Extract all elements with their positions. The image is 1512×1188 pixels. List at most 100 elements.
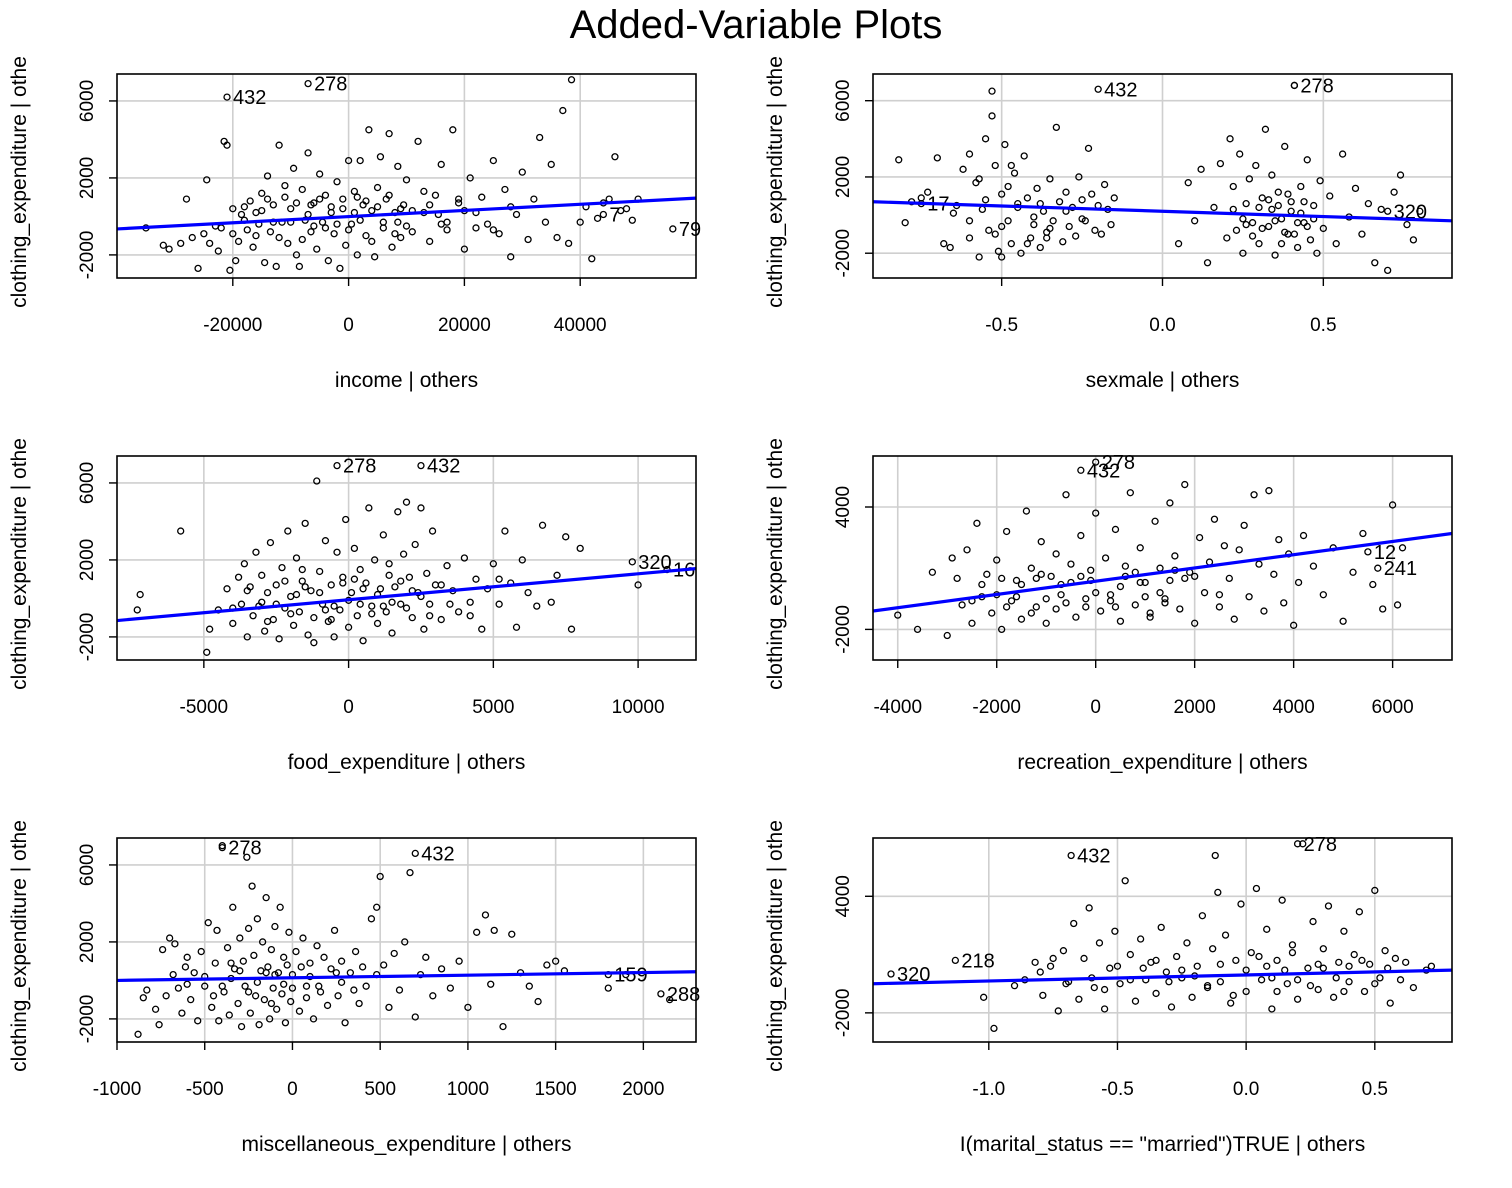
labeled-point bbox=[669, 225, 677, 233]
data-point bbox=[243, 853, 251, 861]
data-point bbox=[518, 556, 526, 564]
data-point bbox=[1176, 605, 1184, 613]
data-points bbox=[134, 842, 674, 1038]
data-point bbox=[1427, 962, 1436, 970]
data-point bbox=[1290, 230, 1299, 238]
data-point bbox=[1070, 919, 1078, 928]
data-point bbox=[1273, 956, 1281, 965]
data-point bbox=[501, 527, 509, 535]
data-point bbox=[1012, 576, 1021, 585]
data-point bbox=[472, 575, 480, 583]
data-point bbox=[327, 203, 335, 211]
data-point bbox=[223, 141, 231, 149]
data-point bbox=[1039, 991, 1047, 1000]
data-point bbox=[362, 579, 370, 587]
data-point bbox=[347, 588, 356, 597]
data-point bbox=[301, 583, 309, 591]
data-point bbox=[287, 610, 295, 618]
data-point bbox=[437, 160, 445, 169]
data-point bbox=[339, 573, 347, 581]
data-point bbox=[365, 126, 373, 134]
data-point bbox=[1049, 954, 1057, 963]
data-point bbox=[1156, 589, 1164, 597]
data-point bbox=[339, 195, 347, 203]
data-point bbox=[1349, 568, 1357, 576]
y-tick-label: 6000 bbox=[77, 844, 98, 886]
data-point bbox=[1371, 259, 1379, 267]
data-point bbox=[223, 944, 232, 952]
data-point bbox=[391, 583, 399, 591]
regression-line bbox=[873, 531, 1452, 613]
data-point bbox=[530, 195, 538, 203]
data-point bbox=[1111, 525, 1120, 534]
data-point bbox=[278, 563, 286, 572]
data-point bbox=[1030, 213, 1038, 221]
data-point bbox=[344, 623, 353, 631]
data-point bbox=[1092, 509, 1100, 517]
data-point bbox=[388, 629, 396, 637]
data-point bbox=[1324, 902, 1333, 910]
data-point bbox=[276, 903, 284, 911]
data-point bbox=[998, 574, 1006, 583]
data-point bbox=[567, 76, 576, 84]
data-point bbox=[243, 226, 251, 234]
data-point bbox=[269, 615, 277, 624]
data-point bbox=[1340, 987, 1348, 996]
data-point bbox=[1409, 236, 1418, 244]
data-point bbox=[1235, 546, 1243, 554]
data-point bbox=[287, 205, 295, 213]
data-point bbox=[169, 970, 177, 979]
data-point bbox=[894, 611, 902, 619]
data-point bbox=[310, 614, 318, 622]
point-label: 432 bbox=[421, 843, 454, 865]
data-point bbox=[1030, 220, 1038, 229]
data-point bbox=[414, 137, 422, 146]
data-point bbox=[1393, 601, 1402, 609]
x-axis-label: miscellaneous_expenditure | others bbox=[242, 1133, 572, 1156]
data-point bbox=[1047, 572, 1055, 581]
data-point bbox=[949, 209, 958, 217]
data-point bbox=[1022, 507, 1031, 515]
point-label: 432 bbox=[1087, 460, 1120, 482]
data-point bbox=[1167, 1003, 1176, 1011]
data-point bbox=[255, 1021, 263, 1029]
point-label: 288 bbox=[667, 984, 700, 1006]
data-point bbox=[258, 598, 266, 606]
data-point bbox=[205, 239, 214, 248]
data-point bbox=[460, 245, 469, 253]
data-point bbox=[368, 237, 376, 246]
data-point bbox=[249, 612, 257, 620]
data-point bbox=[1293, 976, 1302, 984]
data-point bbox=[534, 997, 542, 1006]
data-point bbox=[1247, 948, 1255, 957]
data-point bbox=[543, 961, 551, 969]
data-point bbox=[391, 230, 399, 238]
labeled-point bbox=[218, 843, 226, 852]
x-tick-label: -1.0 bbox=[972, 1079, 1005, 1100]
data-point bbox=[356, 156, 364, 165]
data-point bbox=[295, 1007, 304, 1015]
data-point bbox=[1313, 249, 1321, 257]
data-point bbox=[203, 648, 211, 656]
data-point bbox=[1106, 591, 1115, 599]
data-point bbox=[1007, 240, 1015, 248]
data-point bbox=[990, 1024, 998, 1033]
data-point bbox=[307, 201, 315, 209]
data-point bbox=[420, 625, 428, 633]
data-point bbox=[1203, 982, 1212, 990]
data-point bbox=[593, 214, 602, 222]
data-point bbox=[253, 915, 262, 923]
data-point bbox=[443, 218, 451, 226]
data-point bbox=[243, 587, 251, 595]
data-point bbox=[541, 218, 550, 226]
data-point bbox=[379, 224, 387, 232]
data-point bbox=[136, 590, 144, 599]
x-tick-label: 6000 bbox=[1371, 697, 1413, 718]
data-point bbox=[1239, 215, 1247, 223]
data-point bbox=[1236, 150, 1244, 158]
data-point bbox=[1010, 169, 1019, 177]
data-point bbox=[217, 224, 225, 232]
data-point bbox=[1248, 232, 1257, 240]
data-point bbox=[197, 947, 205, 956]
